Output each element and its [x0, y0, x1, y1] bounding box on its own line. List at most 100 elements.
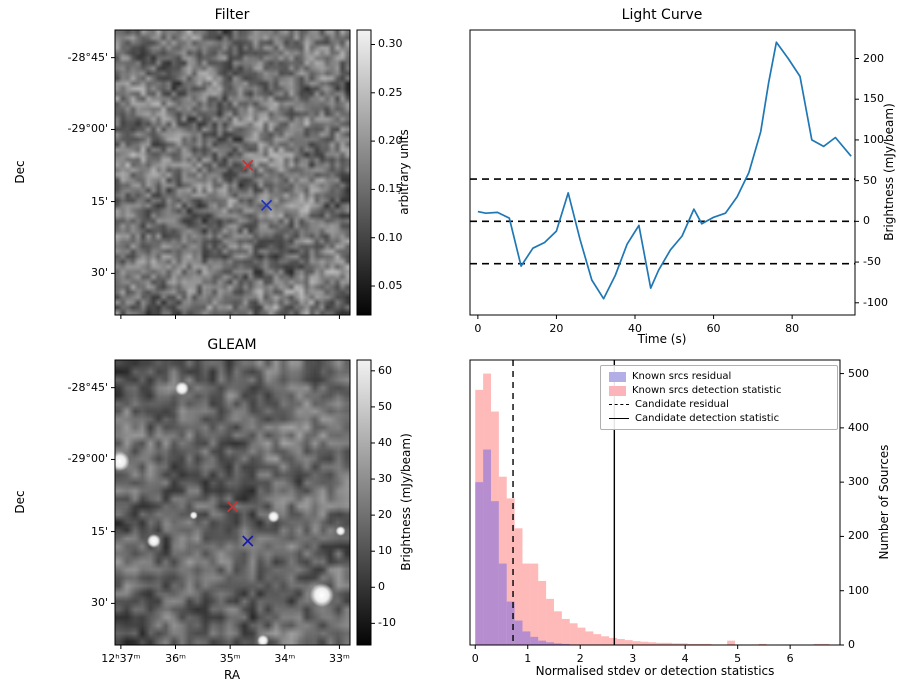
hist-ytick-label: 200: [848, 529, 869, 543]
hist-bar: [813, 643, 822, 645]
hist-bar: [490, 501, 499, 645]
hist-bar: [727, 640, 736, 645]
gleam-colorbar-tick-label: 10: [378, 544, 392, 558]
hist-xtick-label: 2: [576, 652, 584, 665]
gleam-xlabel: RA: [223, 668, 241, 682]
gleam-title: GLEAM: [207, 337, 257, 353]
hist-bar: [514, 620, 523, 645]
filter-ytick-label: -29°00': [67, 122, 109, 136]
hist-xtick-label: 1: [524, 652, 532, 665]
hist-ylabel: Number of Sources: [877, 444, 891, 560]
gleam-xtick-label: 36ᵐ: [165, 652, 186, 665]
hist-bar: [538, 640, 547, 645]
hist-bar: [687, 643, 696, 645]
hist-bar: [498, 563, 507, 645]
hist-xtick-label: 6: [786, 652, 794, 665]
legend-swatch-candidate-residual: [609, 404, 629, 405]
hist-bar: [703, 643, 712, 645]
gleam-ylabel: Dec: [13, 490, 27, 514]
gleam-colorbar-tick-label: 40: [378, 435, 392, 449]
hist-bar: [632, 641, 641, 645]
filter-marker-x: [260, 199, 273, 211]
hist-ytick-label: 300: [848, 475, 869, 489]
hist-xtick-label: 5: [734, 652, 742, 665]
filter-colorbar-tick-label: 0.15: [378, 182, 403, 196]
filter-colorbar-tick-label: 0.20: [378, 134, 403, 148]
hist-bar: [616, 639, 625, 645]
filter-colorbar: [357, 30, 371, 315]
gleam-ytick-label: -29°00': [67, 452, 109, 466]
filter-title: Filter: [214, 7, 250, 23]
hist-ytick-label: 100: [848, 583, 869, 597]
lc-axes-frame: [469, 29, 856, 316]
hist-bar: [624, 640, 633, 645]
legend-label: Candidate residual: [635, 399, 729, 410]
gleam-xtick-label: 34ᵐ: [274, 652, 296, 665]
hist-bar: [695, 643, 704, 645]
hist-bar: [577, 627, 586, 645]
legend-label: Known srcs detection statistic: [632, 385, 782, 396]
filter-ytick-label: -28°45': [67, 50, 109, 64]
hist-bar: [546, 598, 554, 645]
legend-swatch-known-srcs-residual: [609, 371, 626, 382]
filter-marker-x: [242, 159, 254, 171]
hist-bar: [553, 611, 562, 645]
gleam-ytick-label: 30': [90, 596, 108, 610]
lc-ytick-label: 0: [863, 214, 870, 228]
lc-ytick-label: -100: [863, 295, 888, 309]
gleam-colorbar-tick-label: 50: [378, 399, 392, 413]
hist-bar: [648, 642, 657, 645]
gleam-colorbar-tick-label: 20: [378, 508, 392, 522]
hist-bar: [506, 601, 515, 645]
hist-xtick-label: 0: [471, 652, 479, 665]
hist-bar: [593, 634, 602, 645]
gleam-ytick-label: -28°45': [67, 380, 109, 394]
gleam-ytick-label: 15': [90, 524, 108, 538]
hist-bar: [561, 643, 570, 645]
hist-xtick-label: 3: [629, 652, 637, 665]
hist-bar: [475, 482, 484, 645]
hist-bar: [561, 618, 570, 645]
filter-colorbar-tick-label: 0.25: [378, 85, 403, 99]
gleam-colorbar-tick-label: 0: [378, 580, 385, 594]
filter-colorbar-tick-label: 0.10: [378, 230, 403, 244]
gleam-colorbar-tick-label: 30: [378, 472, 392, 486]
light-curve-title: Light Curve: [621, 7, 703, 23]
hist-bar: [530, 563, 539, 645]
hist-bar: [609, 637, 617, 645]
hist-axes-frame: [469, 359, 841, 646]
hist-bar: [553, 643, 562, 645]
gleam-marker-x: [226, 501, 239, 513]
gleam-axes-frame: [114, 359, 351, 646]
light-curve-line: [477, 41, 852, 300]
legend-item-candidate-residual: Candidate residual: [609, 399, 829, 410]
filter-image: [115, 30, 350, 315]
lc-ylabel: Brightness (mJy/beam): [882, 103, 896, 241]
lc-xtick-label: 0: [474, 322, 482, 335]
lc-xlabel: Time (s): [637, 332, 687, 346]
hist-xtick-label: 4: [681, 652, 689, 665]
filter-colorbar-frame: [356, 29, 372, 316]
gleam-xtick-label: 12ʰ37ᵐ: [101, 652, 141, 665]
legend: Known srcs residual Known srcs detection…: [600, 365, 838, 430]
filter-ytick-label: 15': [90, 194, 108, 208]
hist-bar: [569, 623, 578, 645]
gleam-xtick-label: 33ᵐ: [328, 652, 350, 665]
legend-label: Candidate detection statistic: [635, 413, 780, 424]
hist-bar: [585, 631, 594, 645]
lc-ytick-label: 100: [863, 132, 884, 146]
filter-colorbar-tick-label: 0.30: [378, 37, 403, 51]
hist-bar: [483, 449, 491, 645]
lc-ytick-label: 150: [863, 92, 884, 106]
gleam-marker-x: [242, 535, 254, 547]
lc-xtick-label: 60: [706, 322, 721, 335]
legend-swatch-known-srcs-detection-statistic: [609, 385, 626, 396]
hist-bar: [530, 636, 539, 645]
legend-item-known-srcs-detection-statistic: Known srcs detection statistic: [609, 385, 829, 396]
lc-xtick-label: 20: [549, 322, 564, 335]
gleam-colorbar-tick-label: -10: [378, 616, 396, 630]
legend-swatch-candidate-detection-statistic: [609, 418, 629, 419]
lc-xtick-label: 40: [628, 322, 642, 335]
lc-ytick-label: 200: [863, 51, 884, 65]
hist-bar: [498, 476, 507, 645]
